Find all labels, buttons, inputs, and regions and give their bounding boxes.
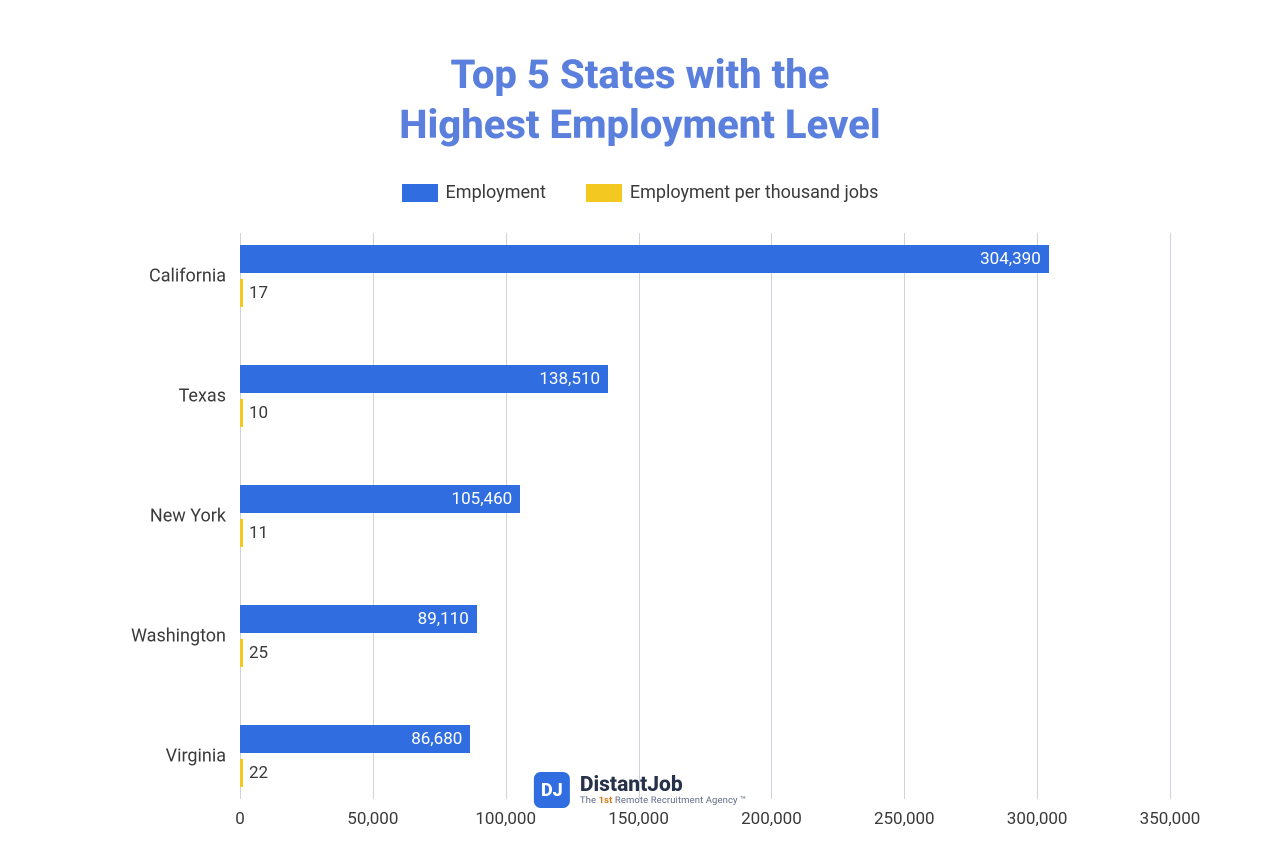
legend-label-per-thousand: Employment per thousand jobs	[630, 182, 879, 203]
bar-value-label: 304,390	[980, 249, 1041, 269]
x-tick-label: 250,000	[874, 809, 935, 829]
category-row: Texas138,51010	[240, 365, 1170, 427]
x-tick-label: 100,000	[475, 809, 536, 829]
plot-area: California304,39017Texas138,51010New Yor…	[240, 233, 1170, 799]
bar-value-label: 25	[249, 643, 268, 663]
bar-per-thousand	[240, 639, 243, 667]
legend-item-per-thousand: Employment per thousand jobs	[586, 182, 879, 203]
bar-employment: 86,680	[240, 725, 470, 753]
brand-logo: DJ DistantJob The 1st Remote Recruitment…	[534, 772, 746, 808]
y-category-label: Texas	[179, 386, 240, 407]
bar-per-thousand	[240, 279, 243, 307]
bar-value-label: 105,460	[452, 489, 513, 509]
bar-value-label: 22	[249, 763, 268, 783]
bar-value-label: 138,510	[539, 369, 600, 389]
x-tick-label: 50,000	[347, 809, 398, 829]
bar-value-label: 11	[249, 523, 268, 543]
bar-per-thousand	[240, 759, 243, 787]
category-row: Washington89,11025	[240, 605, 1170, 667]
chart: California 304,390 17 Texas 138,510 10 New Yor…	[110, 233, 1170, 839]
x-tick-label: 350,000	[1140, 809, 1201, 829]
legend-item-employment: Employment	[402, 182, 546, 203]
legend-swatch-employment	[402, 184, 438, 202]
bar-employment: 105,460	[240, 485, 520, 513]
y-category-label: Washington	[131, 626, 240, 647]
logo-badge-text: DJ	[541, 780, 563, 801]
x-tick-label: 150,000	[608, 809, 669, 829]
logo-main: DistantJob	[580, 774, 746, 796]
grid-line	[1170, 233, 1171, 799]
y-category-label: California	[149, 266, 240, 287]
legend-swatch-per-thousand	[586, 184, 622, 202]
bar-employment: 138,510	[240, 365, 608, 393]
bar-per-thousand	[240, 399, 243, 427]
logo-badge-icon: DJ	[534, 772, 570, 808]
category-row: New York105,46011	[240, 485, 1170, 547]
title-line-2: Highest Employment Level	[399, 101, 880, 148]
title-line-1: Top 5 States with the	[451, 51, 830, 98]
chart-title: Top 5 States with the Highest Employment…	[0, 0, 1280, 150]
bar-per-thousand	[240, 519, 243, 547]
bar-value-label: 10	[249, 403, 268, 423]
x-tick-label: 0	[235, 809, 245, 829]
category-row: California304,39017	[240, 245, 1170, 307]
bar-employment: 304,390	[240, 245, 1049, 273]
legend-label-employment: Employment	[446, 182, 546, 203]
y-category-label: New York	[150, 506, 240, 527]
bar-employment: 89,110	[240, 605, 477, 633]
bar-value-label: 86,680	[411, 729, 462, 749]
bar-value-label: 17	[249, 283, 268, 303]
bar-value-label: 89,110	[418, 609, 469, 629]
logo-text: DistantJob The 1st Remote Recruitment Ag…	[580, 774, 746, 806]
legend: Employment Employment per thousand jobs	[0, 182, 1280, 203]
logo-tagline: The 1st Remote Recruitment Agency ™	[580, 796, 746, 806]
x-tick-label: 300,000	[1007, 809, 1068, 829]
y-category-label: Virginia	[166, 746, 240, 767]
x-tick-label: 200,000	[741, 809, 802, 829]
